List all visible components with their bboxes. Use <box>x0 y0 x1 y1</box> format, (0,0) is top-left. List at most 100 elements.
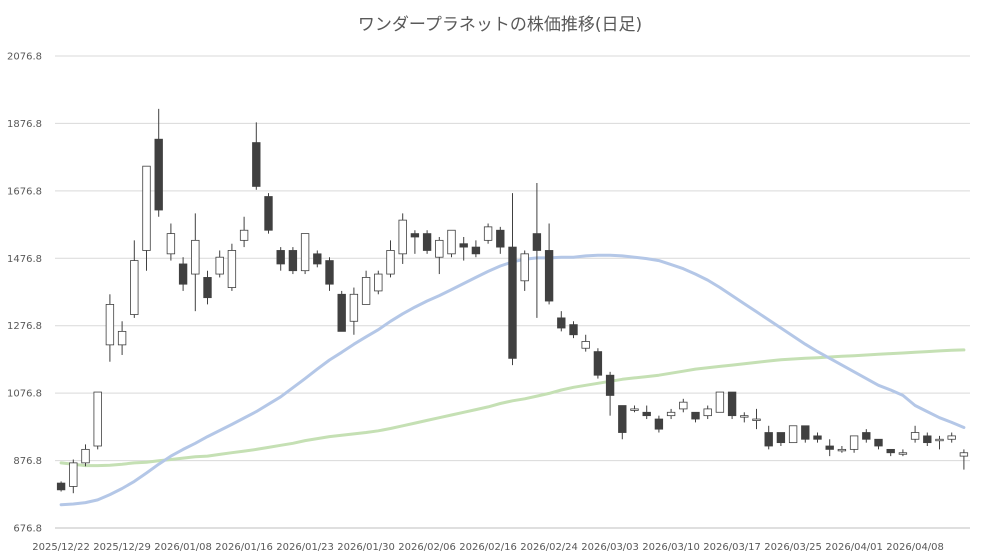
candle <box>239 216 249 248</box>
candle <box>727 391 737 420</box>
candle <box>947 432 956 443</box>
y-tick-label: 1676.8 <box>7 186 42 197</box>
candle <box>349 287 359 335</box>
y-tick-label: 876.8 <box>13 456 42 467</box>
candle-body-down <box>325 260 334 285</box>
candle-body-up <box>227 250 237 288</box>
candle-body-up <box>435 239 444 258</box>
candle-body-up <box>520 253 529 282</box>
x-tick-label: 2026/04/08 <box>886 542 944 553</box>
candle-body-down <box>727 391 737 417</box>
candle <box>581 334 590 352</box>
candle-body-up <box>166 233 176 255</box>
candle-body-up <box>898 452 908 455</box>
candle <box>69 459 78 494</box>
candle <box>898 449 908 457</box>
candle-body-up <box>361 277 371 305</box>
candle-body-up <box>788 425 798 444</box>
candle <box>605 371 615 416</box>
candle-body-up <box>703 408 712 417</box>
candle-body-down <box>276 250 285 265</box>
candle <box>679 398 688 413</box>
candle <box>923 432 932 447</box>
candle-body-down <box>471 246 481 255</box>
candle-body-up <box>215 256 224 275</box>
candle <box>276 247 285 271</box>
candle <box>715 391 725 413</box>
moving-average-long-line <box>59 348 966 468</box>
x-tick-label: 2025/12/22 <box>32 542 90 553</box>
candle <box>910 425 920 443</box>
candle-body-up <box>666 411 676 417</box>
candle <box>142 165 151 271</box>
candle <box>447 229 456 258</box>
candle <box>154 108 163 217</box>
x-axis-ticks: 2025/12/22 2025/12/29 2026/01/08 2026/01/16… <box>32 542 944 553</box>
candle <box>215 250 224 278</box>
x-tick-label: 2026/01/30 <box>337 542 395 553</box>
candle-body-down <box>557 317 566 329</box>
x-tick-label: 2026/03/25 <box>764 542 822 553</box>
x-tick-label: 2026/01/08 <box>154 542 212 553</box>
candle <box>227 243 237 291</box>
candle-body-up <box>81 448 90 464</box>
candle <box>569 321 578 339</box>
candle-body-up <box>191 239 200 275</box>
candle-body-down <box>459 243 468 248</box>
candle-body-down <box>813 435 822 440</box>
candle <box>813 432 822 443</box>
candle <box>740 412 749 423</box>
candle <box>313 250 322 268</box>
candle-body-up <box>239 229 249 241</box>
candle <box>288 247 298 275</box>
candle <box>178 257 188 291</box>
candle-body-down <box>410 233 420 238</box>
candle-body-up <box>374 273 383 292</box>
candle <box>264 193 273 234</box>
y-tick-label: 2076.8 <box>7 52 42 63</box>
candle <box>654 415 664 433</box>
candle-body-down <box>203 277 212 299</box>
candle <box>593 348 603 379</box>
candle <box>935 435 944 450</box>
candle <box>93 391 102 450</box>
candle <box>520 250 529 291</box>
candle-body-down <box>252 142 261 187</box>
candle-body-down <box>532 233 542 251</box>
candle <box>508 193 517 366</box>
candle-body-up <box>630 408 639 411</box>
candle-body-up <box>398 219 407 255</box>
y-tick-label: 1476.8 <box>7 254 42 265</box>
candle <box>630 405 639 413</box>
candle-body-up <box>581 341 590 349</box>
x-tick-label: 2026/03/03 <box>581 542 639 553</box>
candle <box>691 411 700 423</box>
candle <box>825 439 834 457</box>
candle-body-down <box>605 374 615 396</box>
candle <box>801 425 810 443</box>
candle-body-down <box>654 418 664 430</box>
x-tick-label: 2026/02/06 <box>398 542 456 553</box>
candle <box>422 230 432 254</box>
candle-body-down <box>801 425 810 440</box>
x-tick-label: 2025/12/29 <box>93 542 151 553</box>
candle-body-up <box>740 415 749 418</box>
candle <box>117 321 127 355</box>
candle-body-down <box>776 432 786 444</box>
candle-body-up <box>837 448 847 452</box>
candle-body-up <box>910 432 920 440</box>
candle-body-down <box>508 246 517 359</box>
y-tick-label: 1876.8 <box>7 119 42 130</box>
candle <box>56 481 66 492</box>
candle <box>788 425 798 444</box>
candle <box>203 270 212 305</box>
candle-body-up <box>349 293 359 322</box>
candle-body-up <box>935 438 944 442</box>
candle <box>776 432 786 447</box>
candle-body-down <box>923 435 932 444</box>
candle-body-down <box>593 351 603 376</box>
candle-body-down <box>569 324 578 336</box>
x-tick-label: 2026/01/23 <box>276 542 334 553</box>
candle-body-down <box>422 233 432 251</box>
